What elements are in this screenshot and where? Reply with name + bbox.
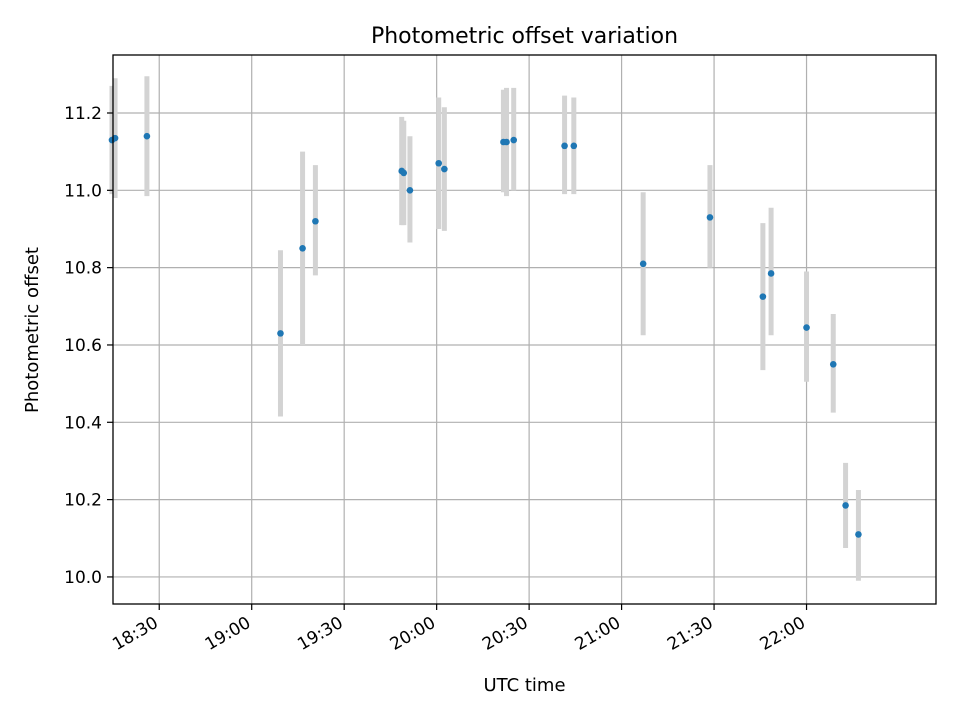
data-point bbox=[639, 260, 647, 268]
y-tick-label: 10.6 bbox=[64, 336, 102, 356]
y-axis-label: Photometric offset bbox=[22, 247, 43, 413]
y-tick-label: 11.0 bbox=[64, 181, 102, 201]
chart-title: Photometric offset variation bbox=[371, 24, 678, 49]
data-points bbox=[108, 132, 862, 538]
data-point bbox=[510, 136, 518, 144]
data-point bbox=[570, 142, 578, 150]
data-point bbox=[829, 360, 837, 368]
data-point bbox=[435, 159, 443, 167]
data-point bbox=[706, 214, 714, 221]
data-point bbox=[759, 293, 767, 300]
data-point bbox=[855, 531, 862, 538]
data-point bbox=[312, 217, 319, 225]
data-point bbox=[803, 324, 810, 331]
x-axis-label: UTC time bbox=[483, 675, 565, 696]
data-point bbox=[441, 165, 448, 173]
y-tick-label: 10.4 bbox=[64, 413, 102, 433]
data-point bbox=[143, 132, 151, 140]
y-axis-ticks: 10.0 10.2 10.4 10.6 10.8 11.0 11.2 bbox=[64, 104, 113, 588]
grid bbox=[113, 55, 936, 604]
data-point bbox=[277, 330, 284, 337]
data-point bbox=[842, 502, 849, 509]
y-tick-label: 10.0 bbox=[64, 568, 102, 588]
data-point bbox=[400, 169, 408, 177]
data-point bbox=[767, 270, 775, 277]
y-tick-label: 10.2 bbox=[64, 491, 102, 511]
data-point bbox=[503, 138, 510, 146]
plot-frame bbox=[112, 54, 937, 605]
y-tick-label: 11.2 bbox=[64, 104, 102, 124]
data-point bbox=[299, 245, 306, 252]
data-point bbox=[406, 187, 414, 194]
data-point bbox=[561, 142, 568, 150]
y-tick-label: 10.8 bbox=[64, 259, 102, 279]
